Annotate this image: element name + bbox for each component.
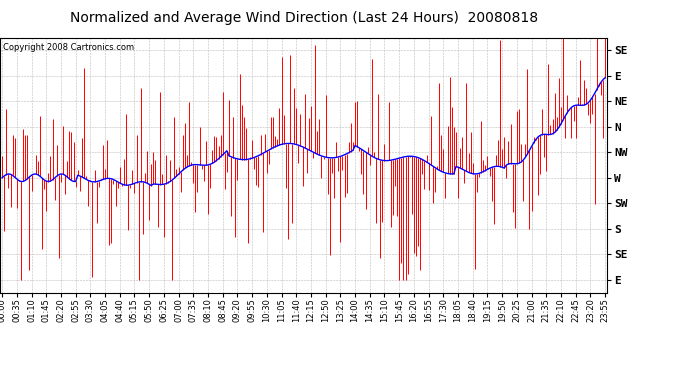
Text: Copyright 2008 Cartronics.com: Copyright 2008 Cartronics.com <box>3 43 134 52</box>
Text: Normalized and Average Wind Direction (Last 24 Hours)  20080818: Normalized and Average Wind Direction (L… <box>70 11 538 25</box>
